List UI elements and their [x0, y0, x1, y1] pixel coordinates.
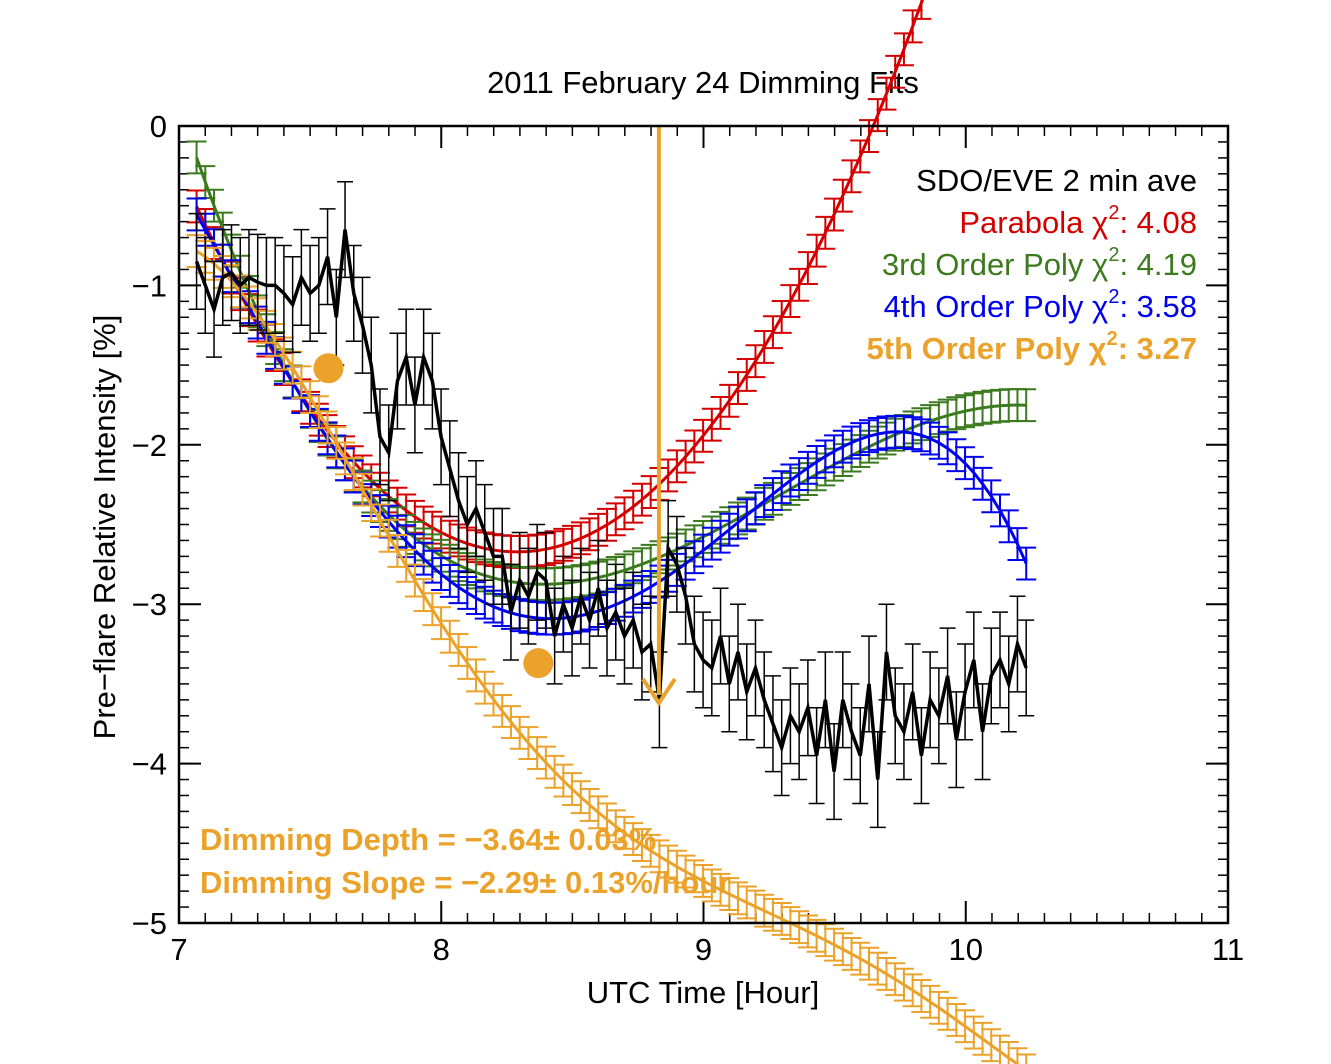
y-tick-label: −2: [132, 428, 167, 463]
legend: SDO/EVE 2 min ave Parabola χ2: 4.08 3rd Or…: [867, 163, 1197, 366]
x-tick-label: 7: [170, 932, 187, 967]
slope-point-marker: [523, 648, 554, 679]
legend-entry: 4th Order Poly χ2: 3.58: [884, 286, 1197, 324]
dimming-arrow-head: [641, 677, 677, 707]
x-tick-label: 8: [433, 932, 450, 967]
legend-entry: 3rd Order Poly χ2: 4.19: [882, 244, 1197, 282]
dimming-slope-annotation: Dimming Slope = −2.29± 0.13%/hour: [200, 865, 730, 900]
observation-line: [194, 229, 1028, 780]
plot-frame: [177, 124, 1230, 925]
dimming-depth-annotation: Dimming Depth = −3.64± 0.03%: [200, 822, 656, 857]
y-tick-label: −4: [132, 747, 167, 782]
y-axis-label: Pre−flare Relative Intensity [%]: [87, 315, 122, 740]
legend-entry: SDO/EVE 2 min ave: [916, 163, 1197, 198]
x-tick-label: 11: [1212, 932, 1244, 967]
x-axis-label: UTC Time [Hour]: [587, 975, 820, 1010]
x-tick-label: 9: [695, 932, 712, 967]
legend-entry: 5th Order Poly χ2: 3.27: [867, 328, 1197, 366]
fit-line: [195, 213, 1028, 621]
fit-line: [195, 249, 1020, 1064]
chart-title: 2011 February 24 Dimming Fits: [487, 65, 919, 100]
y-tick-label: −5: [132, 906, 167, 941]
axis-ticks: 7 8 9 10 11 0 −1 −2 −3 −4 −5: [132, 109, 1244, 967]
x-tick-label: 10: [949, 932, 983, 967]
y-tick-label: 0: [150, 109, 167, 144]
observation-series: [188, 181, 1035, 829]
plot-area: [186, 0, 1037, 1064]
slope-point-marker: [313, 353, 344, 384]
legend-entry: Parabola χ2: 4.08: [959, 202, 1197, 240]
y-tick-label: −3: [132, 587, 167, 622]
y-tick-label: −1: [132, 268, 167, 303]
